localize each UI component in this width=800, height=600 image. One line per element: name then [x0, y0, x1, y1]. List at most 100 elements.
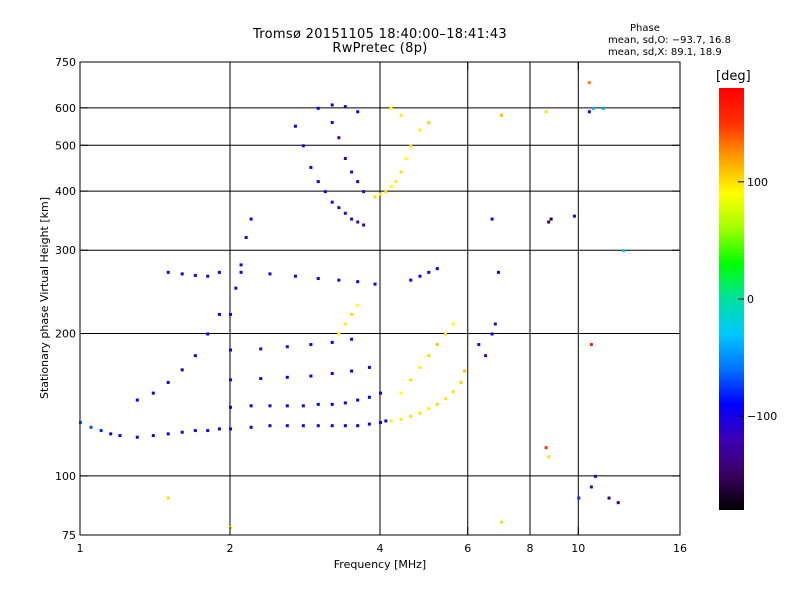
data-point	[350, 170, 354, 174]
data-point	[285, 375, 289, 379]
data-point	[389, 419, 393, 423]
data-point	[268, 272, 272, 276]
data-point	[180, 430, 184, 434]
data-point	[330, 402, 334, 406]
data-point	[409, 378, 413, 382]
data-point	[490, 217, 494, 221]
data-point	[135, 398, 139, 402]
colorbar-unit-label: [deg]	[716, 69, 751, 84]
colorbar-ticks: 100 0 −100	[738, 176, 777, 423]
data-point	[544, 110, 548, 114]
data-point	[459, 380, 463, 384]
data-points	[79, 81, 626, 529]
data-point	[316, 402, 320, 406]
phase-stat-o: mean, sd,O: −93.7, 16.8	[608, 35, 731, 46]
data-point	[373, 282, 377, 286]
data-point	[151, 434, 155, 438]
data-point	[367, 365, 371, 369]
data-point	[443, 397, 447, 401]
data-point	[330, 340, 334, 344]
x-tick-label: 2	[227, 542, 234, 555]
data-point	[500, 520, 504, 524]
data-point	[356, 424, 360, 428]
data-point	[193, 429, 197, 433]
data-point	[166, 380, 170, 384]
x-axis-label: Frequency [MHz]	[334, 558, 426, 571]
data-point	[418, 128, 422, 132]
data-point	[427, 354, 431, 358]
data-point	[249, 217, 253, 221]
data-point	[285, 424, 289, 428]
data-point	[234, 286, 238, 290]
data-point	[259, 377, 263, 381]
x-axis-ticks: 1 2 4 6 8 10 16	[77, 62, 687, 555]
data-point	[301, 424, 305, 428]
x-tick-label: 8	[527, 542, 534, 555]
data-point	[418, 274, 422, 278]
y-tick-label: 100	[55, 470, 76, 483]
chart-subtitle: RwPretec (8p)	[332, 41, 428, 56]
data-point	[193, 354, 197, 358]
data-point	[316, 424, 320, 428]
data-point	[309, 343, 313, 347]
data-point	[285, 345, 289, 349]
data-point	[384, 190, 388, 194]
data-point	[435, 343, 439, 347]
data-point	[135, 435, 139, 439]
data-point	[500, 113, 504, 117]
data-point	[293, 124, 297, 128]
data-point	[316, 106, 320, 110]
data-point	[301, 144, 305, 148]
data-point	[399, 113, 403, 117]
data-point	[589, 485, 593, 489]
data-point	[309, 374, 313, 378]
data-point	[379, 391, 382, 395]
data-point	[166, 496, 170, 500]
data-point	[418, 365, 422, 369]
data-point	[409, 278, 413, 282]
data-point	[379, 421, 382, 425]
data-point	[180, 272, 184, 276]
data-point	[373, 195, 377, 199]
data-point	[217, 270, 221, 274]
data-point	[343, 105, 347, 109]
data-point	[593, 474, 597, 478]
data-point	[367, 395, 371, 399]
y-axis-ticks: 75 100 200 300 400 500 600 750	[55, 56, 680, 542]
phase-stat-x: mean, sd,X: 89.1, 18.9	[608, 47, 722, 58]
data-point	[362, 223, 366, 227]
data-point	[330, 200, 334, 204]
data-point	[343, 322, 347, 326]
y-tick-label: 400	[55, 185, 76, 198]
data-point	[323, 190, 327, 194]
data-point	[350, 369, 354, 373]
data-point	[356, 280, 360, 284]
data-point	[239, 270, 243, 274]
data-point	[427, 270, 431, 274]
y-tick-label: 500	[55, 139, 76, 152]
data-point	[118, 434, 122, 438]
data-point	[239, 263, 243, 267]
data-point	[496, 270, 500, 274]
data-point	[389, 106, 393, 110]
data-point	[229, 427, 232, 431]
data-point	[451, 390, 455, 394]
y-tick-label: 300	[55, 244, 76, 257]
data-point	[343, 211, 347, 215]
data-point	[229, 348, 232, 352]
data-point	[217, 312, 221, 316]
y-axis-label: Stationary phase Virtual Height [km]	[38, 197, 51, 399]
data-point	[591, 106, 595, 110]
data-point	[343, 424, 347, 428]
data-point	[330, 424, 334, 428]
data-point	[463, 369, 467, 373]
data-point	[259, 347, 263, 351]
data-point	[389, 185, 393, 189]
data-point	[229, 312, 232, 316]
data-point	[206, 429, 210, 433]
data-point	[435, 267, 439, 271]
data-point	[379, 192, 382, 196]
data-point	[587, 110, 591, 114]
data-point	[350, 217, 354, 221]
data-point	[337, 206, 341, 210]
